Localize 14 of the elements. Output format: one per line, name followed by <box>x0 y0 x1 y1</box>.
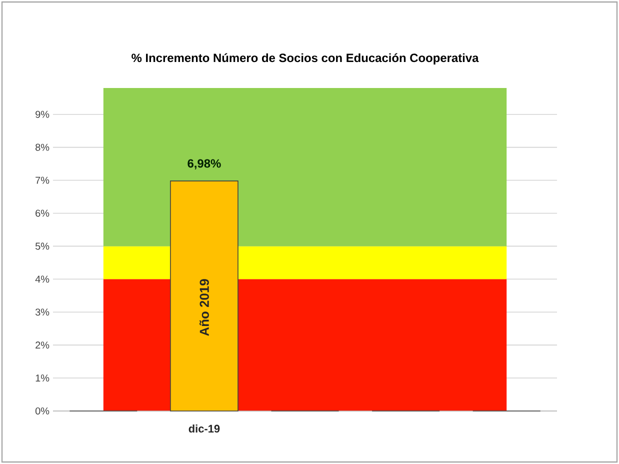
y-tick-label: 9% <box>36 110 50 118</box>
y-tick-label: 4% <box>35 276 50 283</box>
y-tick-label: 2% <box>36 342 50 349</box>
y-tick-label: 8% <box>36 144 50 151</box>
y-tick-label: 7% <box>36 176 50 184</box>
y-tick-label: 5% <box>35 242 50 250</box>
y-tick-label: 3% <box>35 308 50 316</box>
x-tick-label: dic-19 <box>188 424 220 433</box>
y-tick-label: 6% <box>36 210 50 217</box>
data-label: 6,98% <box>188 159 221 170</box>
chart-title: % Incremento Número de Socios con Educación Cooperativa <box>132 53 479 64</box>
y-tick-label: 1% <box>36 374 50 382</box>
y-tick-label: 0% <box>35 407 50 415</box>
annotation: Año 2019 <box>199 279 209 336</box>
